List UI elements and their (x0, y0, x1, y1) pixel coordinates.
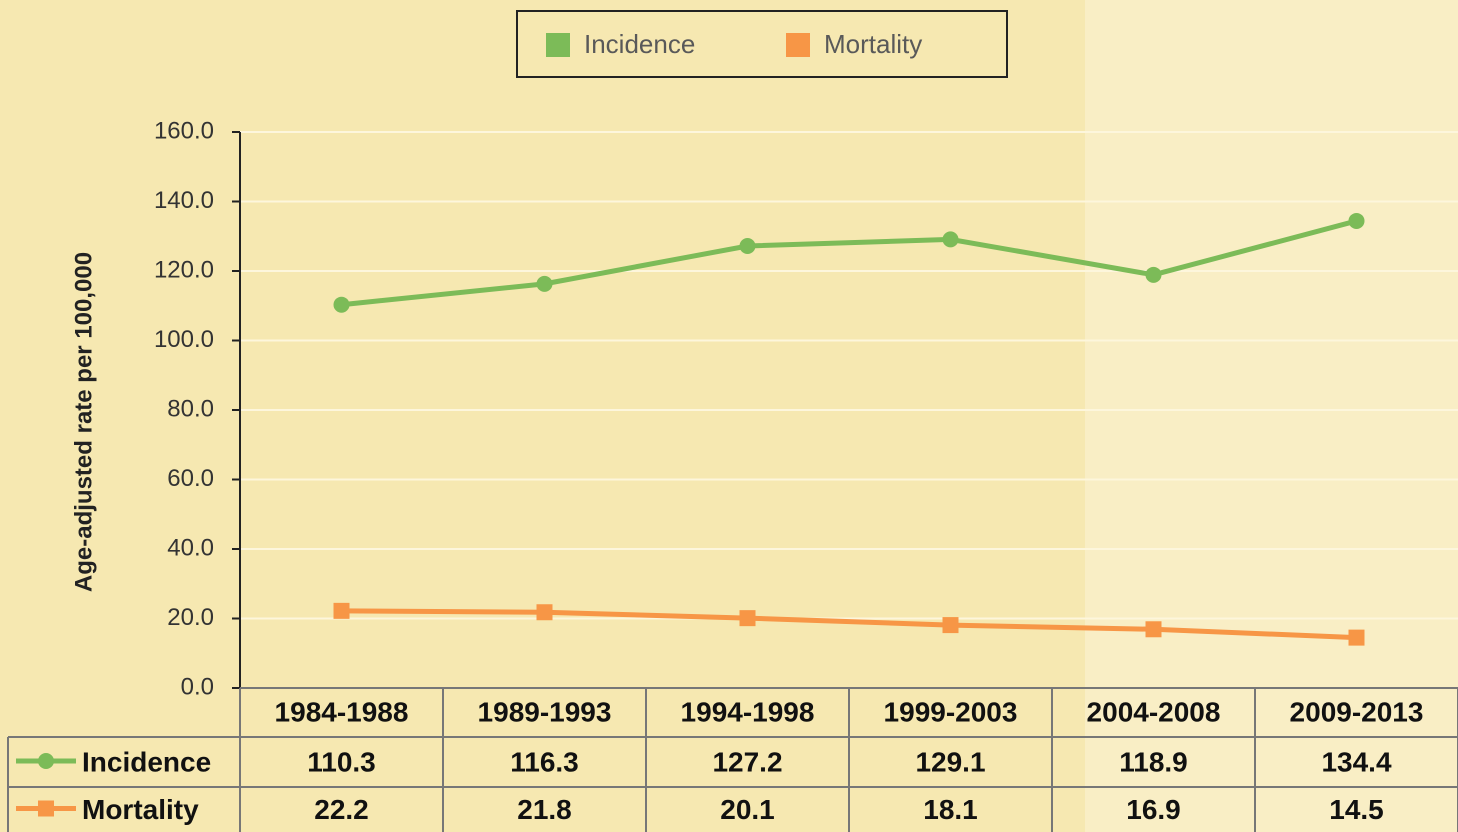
table-row-label: Incidence (82, 746, 211, 777)
category-label: 1989-1993 (478, 696, 612, 727)
table-value: 20.1 (720, 794, 775, 825)
legend-swatch (546, 33, 570, 57)
table-value: 118.9 (1119, 746, 1188, 777)
data-marker (1349, 213, 1365, 229)
table-legend-marker (38, 801, 54, 817)
legend-label: Mortality (824, 29, 922, 59)
category-label: 2009-2013 (1290, 696, 1424, 727)
category-label: 2004-2008 (1087, 696, 1221, 727)
table-row-label: Mortality (82, 794, 199, 825)
table-value: 22.2 (314, 794, 369, 825)
table-legend-marker (38, 753, 54, 769)
y-tick-label: 20.0 (167, 604, 214, 631)
data-marker (1146, 621, 1162, 637)
y-tick-label: 100.0 (154, 326, 214, 353)
y-tick-label: 120.0 (154, 256, 214, 283)
y-tick-label: 80.0 (167, 395, 214, 422)
y-axis-title: Age-adjusted rate per 100,000 (70, 252, 97, 592)
data-marker (537, 604, 553, 620)
chart: Age-adjusted rate per 100,000 0.0 20.0 40.… (0, 0, 1458, 832)
data-marker (943, 231, 959, 247)
category-label: 1994-1998 (681, 696, 815, 727)
data-marker (943, 617, 959, 633)
data-marker (1146, 267, 1162, 283)
y-tick-label: 160.0 (154, 117, 214, 144)
legend-label: Incidence (584, 29, 695, 59)
data-marker (537, 276, 553, 292)
table-value: 116.3 (510, 746, 579, 777)
y-tick-label: 40.0 (167, 534, 214, 561)
data-marker (740, 238, 756, 254)
table-value: 16.9 (1126, 794, 1181, 825)
y-tick-label: 140.0 (154, 187, 214, 214)
data-marker (334, 297, 350, 313)
table-value: 129.1 (915, 746, 985, 777)
table-value: 127.2 (712, 746, 782, 777)
category-label: 1999-2003 (884, 696, 1018, 727)
y-tick-label: 60.0 (167, 465, 214, 492)
category-label: 1984-1988 (275, 696, 409, 727)
page: Age-adjusted rate per 100,000 0.0 20.0 40.… (0, 0, 1458, 832)
table-value: 110.3 (307, 746, 376, 777)
y-tick-label: 0.0 (181, 673, 214, 700)
legend-swatch (786, 33, 810, 57)
table-value: 21.8 (517, 794, 572, 825)
data-marker (740, 610, 756, 626)
data-marker (334, 603, 350, 619)
data-marker (1349, 630, 1365, 646)
table-value: 14.5 (1329, 794, 1384, 825)
table-value: 18.1 (923, 794, 978, 825)
table-value: 134.4 (1321, 746, 1391, 777)
